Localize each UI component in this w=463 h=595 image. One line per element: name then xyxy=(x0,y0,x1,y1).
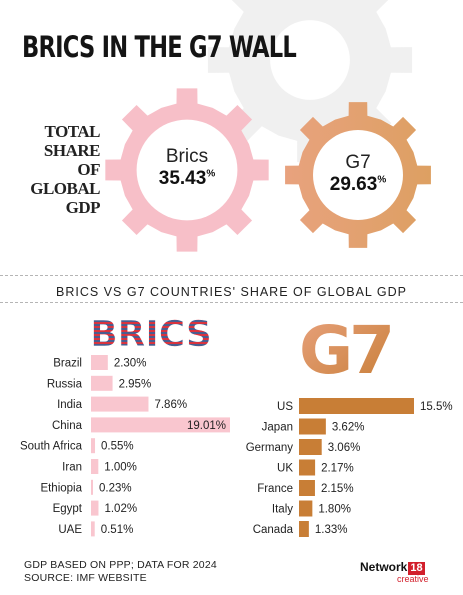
brand-name: Network xyxy=(360,560,408,574)
category-label: UK xyxy=(277,463,293,475)
bar xyxy=(91,500,99,516)
footnote: GDP BASED ON PPP; DATA FOR 2024 SOURCE: … xyxy=(24,559,217,585)
footnote-line: GDP BASED ON PPP; DATA FOR 2024 xyxy=(24,559,217,571)
category-label: Ethiopia xyxy=(40,482,82,494)
bar xyxy=(299,398,414,414)
bar xyxy=(299,521,309,537)
share-label-line: SHARE OF xyxy=(43,141,101,179)
gear-icon xyxy=(105,88,269,252)
g7-total-name: G7 xyxy=(345,152,371,173)
value-label: 19.01% xyxy=(187,420,226,432)
svg-text:G7: G7 xyxy=(300,312,390,385)
brics-total-gear: Brics 35.43% xyxy=(103,86,271,254)
value-label: 2.95% xyxy=(119,378,152,390)
brand-number: 18 xyxy=(408,562,425,575)
g7-total-gear: G7 29.63% xyxy=(283,100,433,250)
category-label: Iran xyxy=(62,462,82,474)
bar xyxy=(299,459,316,476)
share-label-line: TOTAL xyxy=(44,122,101,141)
value-label: 2.15% xyxy=(321,483,354,495)
category-label: US xyxy=(277,401,293,413)
value-label: 1.80% xyxy=(318,504,351,516)
value-label: 3.62% xyxy=(332,422,365,434)
value-label: 15.5% xyxy=(420,401,453,413)
brand-logo: Network 18 xyxy=(360,560,425,575)
category-label: China xyxy=(52,420,83,432)
value-label: 2.17% xyxy=(321,463,354,475)
svg-text:BRICS: BRICS xyxy=(90,314,212,352)
brics-total-value: 35.43% xyxy=(158,168,216,189)
category-label: Russia xyxy=(47,378,83,390)
g7-bar-chart: US 15.5% Japan 3.62% Germany 3.06% UK 2.17% Fran… xyxy=(240,398,463,543)
bar xyxy=(91,375,113,391)
value-label: 0.55% xyxy=(101,441,134,453)
category-label: Italy xyxy=(272,504,293,516)
share-label-line: GDP xyxy=(65,198,101,217)
brics-bar-chart: Brazil 2.30% Russia 2.95% India 7.86% China 19.… xyxy=(0,355,240,540)
share-label-line: GLOBAL xyxy=(30,179,100,198)
page-title: BRICS IN THE G7 WALL xyxy=(22,30,297,64)
value-label: 2.30% xyxy=(114,358,147,370)
gear-icon xyxy=(285,102,431,248)
value-label: 0.51% xyxy=(101,524,134,536)
value-label: 3.06% xyxy=(328,442,361,454)
bar xyxy=(91,355,108,370)
total-share-label: TOTAL SHARE OF GLOBAL GDP xyxy=(26,122,100,217)
category-label: UAE xyxy=(58,524,82,536)
category-label: France xyxy=(257,483,293,495)
brand-sub: creative xyxy=(397,574,429,584)
bar xyxy=(91,417,230,433)
bar xyxy=(91,459,99,474)
bar xyxy=(91,479,93,495)
brics-total-name: Brics xyxy=(165,146,209,167)
footnote-line: SOURCE: IMF WEBSITE xyxy=(24,572,147,584)
category-label: Egypt xyxy=(53,503,83,515)
bar xyxy=(91,438,96,454)
bar xyxy=(299,418,326,435)
category-label: Germany xyxy=(246,442,294,454)
brics-logo: BRICS xyxy=(90,314,212,352)
category-label: Brazil xyxy=(53,358,82,370)
category-label: Canada xyxy=(253,524,294,536)
value-label: 0.23% xyxy=(99,482,132,494)
g7-logo: G7 xyxy=(300,305,390,385)
divider xyxy=(0,302,463,303)
bar xyxy=(299,500,313,517)
value-label: 1.00% xyxy=(104,462,137,474)
category-label: Japan xyxy=(262,422,293,434)
bar xyxy=(91,521,95,537)
g7-total-value: 29.63% xyxy=(329,174,387,195)
bar xyxy=(299,480,315,496)
value-label: 1.02% xyxy=(104,503,137,515)
category-label: India xyxy=(57,399,83,411)
divider xyxy=(0,275,463,276)
chart-subtitle: BRICS VS G7 COUNTRIES' SHARE OF GLOBAL G… xyxy=(56,285,407,299)
value-label: 1.33% xyxy=(315,524,348,536)
bar xyxy=(91,396,149,412)
bar xyxy=(299,439,322,455)
category-label: South Africa xyxy=(20,441,83,453)
value-label: 7.86% xyxy=(154,399,187,411)
